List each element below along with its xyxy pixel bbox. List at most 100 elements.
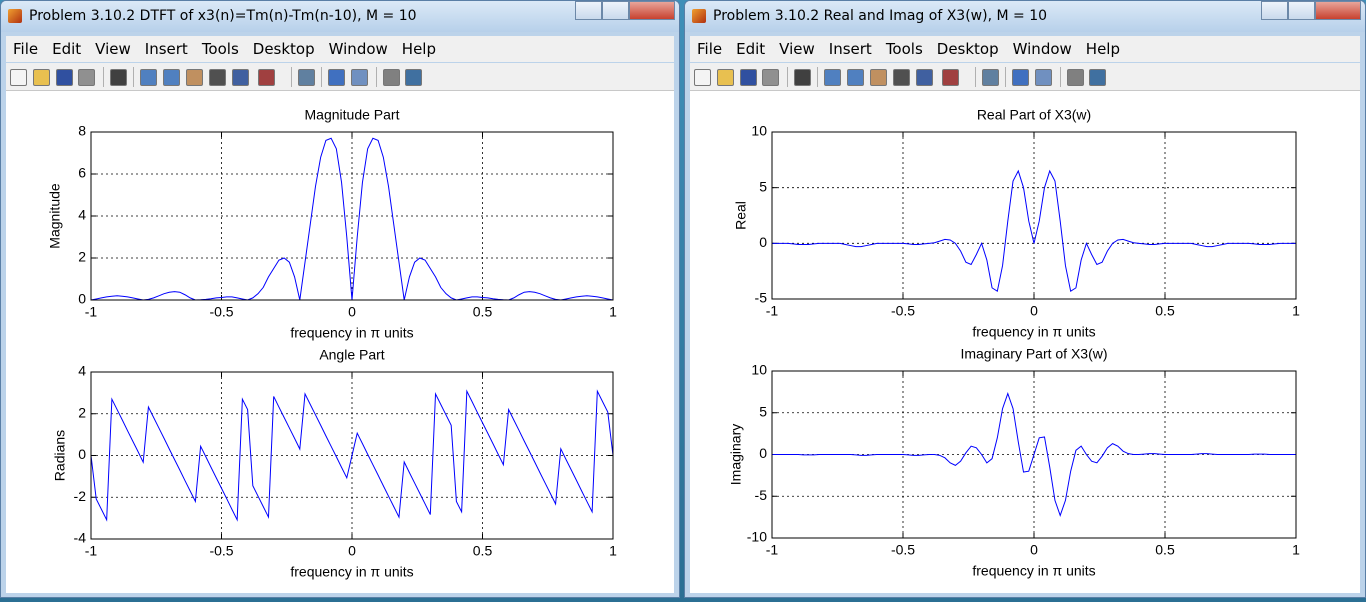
toolbar-button[interactable]	[982, 69, 999, 86]
x-tick-label: -0.5	[891, 303, 915, 319]
figure-window: Problem 3.10.2 DTFT of x3(n)=Tm(n)-Tm(n-…	[0, 0, 680, 598]
toolbar-button[interactable]	[186, 69, 203, 86]
window-title: Problem 3.10.2 Real and Imag of X3(w), M…	[713, 8, 1048, 24]
data-line	[772, 169, 1296, 293]
toolbar-button[interactable]	[351, 69, 368, 86]
toolbar-button[interactable]	[140, 69, 157, 86]
menu-item[interactable]: File	[697, 40, 723, 58]
y-tick-label: 4	[78, 207, 86, 223]
title-bar: Problem 3.10.2 DTFT of x3(n)=Tm(n)-Tm(n-…	[1, 1, 679, 32]
toolbar-button[interactable]	[328, 69, 345, 86]
toolbar-button[interactable]	[694, 69, 711, 86]
toolbar	[6, 63, 674, 91]
toolbar-button[interactable]	[794, 69, 811, 86]
window-buttons	[575, 1, 675, 21]
toolbar-separator	[133, 67, 134, 87]
menu-item[interactable]: View	[779, 40, 815, 58]
toolbar-separator	[1060, 67, 1061, 87]
minimize-button[interactable]	[1261, 1, 1288, 20]
figure-window: Problem 3.10.2 Real and Imag of X3(w), M…	[684, 0, 1366, 598]
toolbar-button[interactable]	[78, 69, 95, 86]
x-tick-label: 0.5	[1155, 542, 1175, 558]
y-tick-label: 6	[78, 165, 86, 181]
x-tick-label: 0.5	[1155, 303, 1175, 319]
toolbar-button[interactable]	[762, 69, 779, 86]
toolbar-button[interactable]	[740, 69, 757, 86]
menu-item[interactable]: Desktop	[936, 40, 999, 58]
maximize-button[interactable]	[1288, 1, 1315, 20]
axes-box	[90, 371, 614, 540]
toolbar-button[interactable]	[56, 69, 73, 86]
x-tick-label: 0	[1030, 542, 1038, 558]
x-tick-label: 1	[1292, 542, 1300, 558]
y-tick-label: 0	[759, 234, 767, 250]
plot-canvas: -1 -0.5 0 0.5 1 0 2 4 6 8 Magnitude Part frequency …	[47, 107, 617, 580]
menu-item[interactable]: View	[95, 40, 131, 58]
toolbar-button[interactable]	[916, 69, 933, 86]
toolbar-button[interactable]	[110, 69, 127, 86]
x-tick-label: 1	[1292, 303, 1300, 319]
y-axis-label: Radians	[52, 430, 68, 481]
axes-title: Imaginary Part of X3(w)	[960, 346, 1107, 362]
toolbar-button[interactable]	[942, 69, 959, 86]
toolbar-separator	[291, 67, 292, 87]
x-tick-label: 1	[609, 543, 617, 559]
x-tick-label: 0	[348, 304, 356, 320]
menu-item[interactable]: Window	[1012, 40, 1072, 58]
y-tick-label: 0	[759, 445, 767, 461]
menu-item[interactable]: Tools	[885, 40, 923, 58]
menu-item[interactable]: File	[13, 40, 39, 58]
toolbar-button[interactable]	[1035, 69, 1052, 86]
y-tick-label: 2	[78, 404, 86, 420]
x-tick-label: 0	[1030, 303, 1038, 319]
toolbar-button[interactable]	[893, 69, 910, 86]
menu-item[interactable]: Edit	[736, 40, 766, 58]
menu-item[interactable]: Insert	[144, 40, 188, 58]
toolbar-button[interactable]	[298, 69, 315, 86]
toolbar-separator	[787, 67, 788, 87]
y-tick-label: 8	[78, 123, 86, 139]
close-button[interactable]	[1315, 1, 1361, 20]
toolbar-button[interactable]	[870, 69, 887, 86]
x-axis-label: frequency in π units	[972, 324, 1095, 340]
toolbar-separator	[817, 67, 818, 87]
x-tick-label: 0	[348, 543, 356, 559]
toolbar-button[interactable]	[847, 69, 864, 86]
menu-item[interactable]: Edit	[52, 40, 82, 58]
x-tick-label: -0.5	[209, 543, 233, 559]
toolbar-button[interactable]	[232, 69, 249, 86]
window-buttons	[1261, 1, 1361, 21]
toolbar-button[interactable]	[824, 69, 841, 86]
axes-background	[772, 132, 1296, 299]
toolbar-button[interactable]	[258, 69, 275, 86]
x-axis-label: frequency in π units	[972, 563, 1095, 579]
minimize-button[interactable]	[575, 1, 602, 20]
y-axis-label: Magnitude	[47, 183, 63, 249]
menu-item[interactable]: Tools	[201, 40, 239, 58]
y-axis-label: Imaginary	[728, 424, 744, 485]
toolbar-button[interactable]	[1067, 69, 1084, 86]
toolbar-button[interactable]	[209, 69, 226, 86]
menu-item[interactable]: Window	[328, 40, 388, 58]
x-axis-label: frequency in π units	[290, 564, 413, 580]
toolbar-button[interactable]	[163, 69, 180, 86]
close-button[interactable]	[629, 1, 675, 20]
menu-item[interactable]: Insert	[828, 40, 872, 58]
toolbar-button[interactable]	[10, 69, 27, 86]
menu-item[interactable]: Help	[1085, 40, 1120, 58]
toolbar-button[interactable]	[33, 69, 50, 86]
axes-box	[90, 131, 614, 301]
toolbar-button[interactable]	[1012, 69, 1029, 86]
data-line	[772, 392, 1296, 517]
toolbar-button[interactable]	[383, 69, 400, 86]
maximize-button[interactable]	[602, 1, 629, 20]
y-tick-label: 0	[78, 291, 86, 307]
toolbar-button[interactable]	[717, 69, 734, 86]
menu-item[interactable]: Help	[401, 40, 436, 58]
toolbar-button[interactable]	[1089, 69, 1106, 86]
menu-item[interactable]: Desktop	[252, 40, 315, 58]
y-tick-label: -4	[74, 530, 87, 546]
toolbar-button[interactable]	[405, 69, 422, 86]
